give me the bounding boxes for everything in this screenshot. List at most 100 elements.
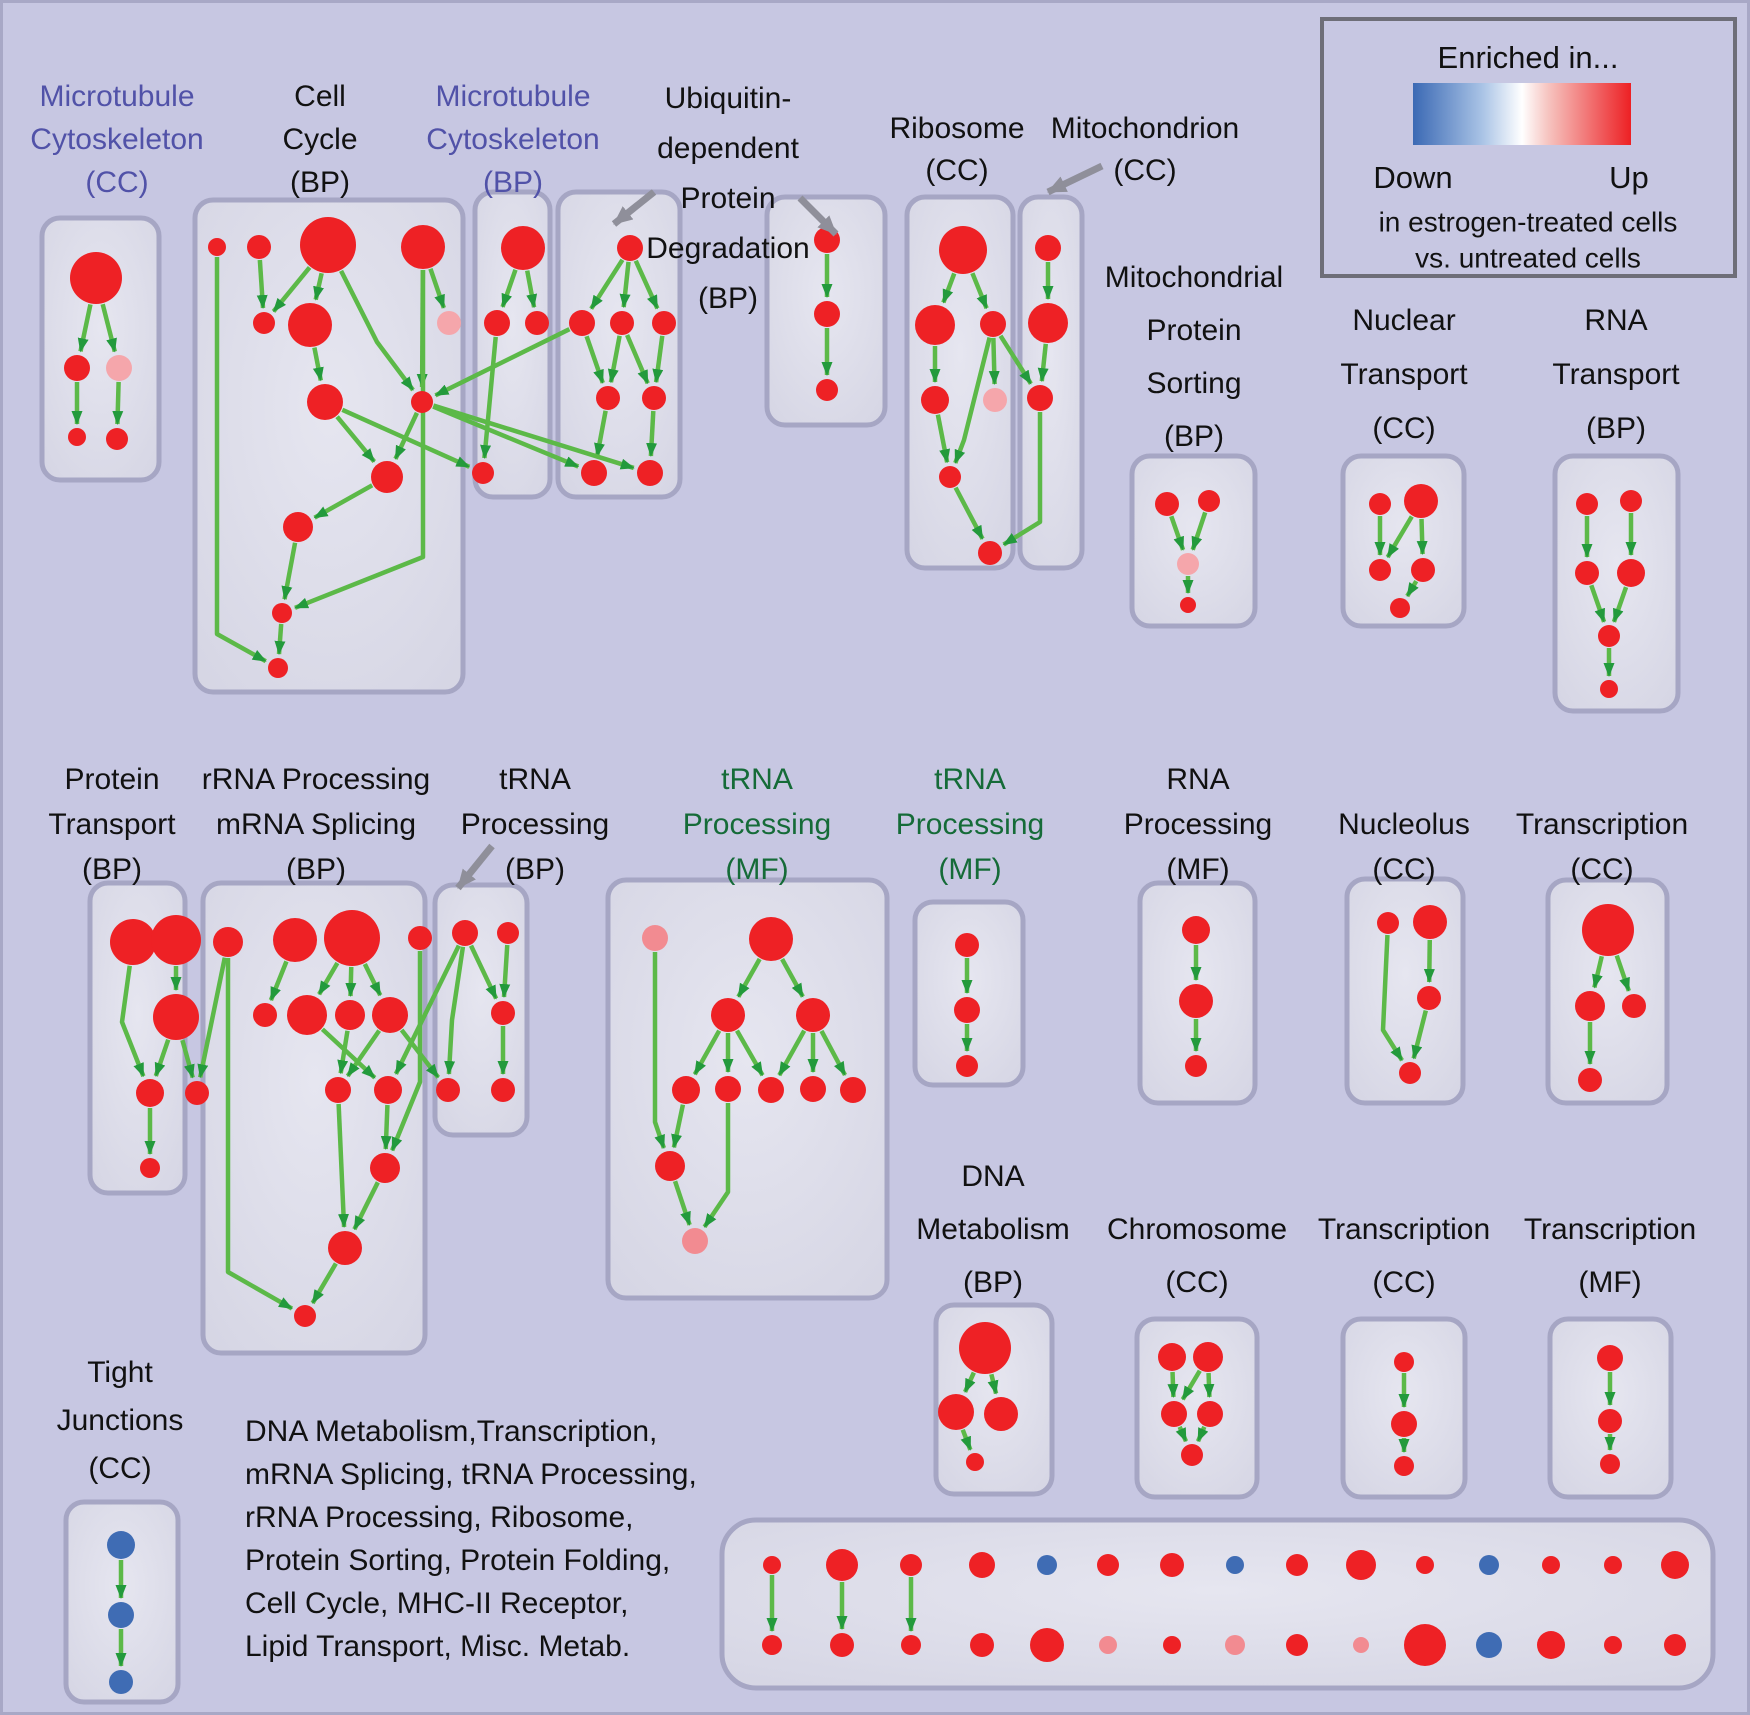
edge bbox=[735, 1029, 765, 1077]
node-nucleolus bbox=[1413, 905, 1447, 939]
node-misc-bottom bbox=[1099, 1636, 1117, 1654]
edge bbox=[335, 415, 376, 464]
node-microtubule-cc bbox=[106, 428, 128, 450]
node-misc-bottom bbox=[1353, 1637, 1369, 1653]
node-rrna bbox=[273, 918, 317, 962]
edge bbox=[1416, 518, 1428, 556]
node-cell-cycle bbox=[253, 312, 275, 334]
layer-text: Microtubule Cytoskeleton (CC) Cell Cycle (BP)… bbox=[30, 17, 1737, 1663]
node-trna-mf-a bbox=[749, 917, 793, 961]
label-cell-cycle: (BP) bbox=[290, 166, 350, 199]
label-nuclear-transport: Nuclear bbox=[1352, 304, 1455, 337]
node-cell-cycle bbox=[288, 303, 332, 347]
edge bbox=[1405, 579, 1419, 598]
edge bbox=[780, 958, 805, 998]
legend-down_label: Down bbox=[1373, 160, 1452, 195]
edge bbox=[180, 1039, 195, 1079]
edge bbox=[313, 272, 324, 301]
node-ubiq-deg-a bbox=[569, 310, 595, 336]
legend-gradient-bar bbox=[1413, 83, 1631, 145]
node-dna-metabolism bbox=[959, 1322, 1011, 1374]
node-mt-bp bbox=[501, 226, 545, 270]
edge bbox=[1203, 1372, 1215, 1399]
node-misc-bottom bbox=[1604, 1636, 1622, 1654]
node-trna-bp bbox=[436, 1078, 460, 1102]
label-pointer-arrow bbox=[1046, 162, 1104, 196]
node-rrna bbox=[325, 1077, 351, 1103]
edge bbox=[1411, 1010, 1428, 1060]
node-mitochondrion bbox=[1027, 385, 1053, 411]
node-trna-mf-a bbox=[840, 1077, 866, 1103]
edge bbox=[646, 410, 658, 458]
label-rna-transport: Transport bbox=[1552, 358, 1680, 391]
node-misc-top bbox=[1037, 1555, 1057, 1575]
node-nuclear-transport bbox=[1411, 558, 1435, 582]
node-misc-bottom bbox=[762, 1635, 782, 1655]
node-chromosome bbox=[1181, 1444, 1203, 1466]
node-misc-top bbox=[1416, 1556, 1434, 1574]
group-box-rna-transport bbox=[1552, 453, 1681, 714]
node-protein-transport bbox=[153, 994, 199, 1040]
node-transcription-cc-bot bbox=[1391, 1411, 1417, 1437]
label-protein-transport: Protein bbox=[64, 763, 159, 796]
node-mitochondrion bbox=[1028, 303, 1068, 343]
label-trna-mf-a: Processing bbox=[683, 808, 831, 841]
node-trna-mf-a bbox=[796, 998, 830, 1032]
edge bbox=[1190, 511, 1208, 551]
node-misc-bottom bbox=[1286, 1634, 1308, 1656]
label-tight-junctions: Junctions bbox=[57, 1404, 184, 1437]
edge bbox=[320, 1027, 377, 1080]
node-transcription-cc-bot bbox=[1394, 1352, 1414, 1372]
node-misc-bottom bbox=[1225, 1635, 1245, 1655]
node-rna-transport bbox=[1620, 490, 1642, 512]
node-trna-bp bbox=[491, 1001, 515, 1025]
edge bbox=[362, 963, 383, 997]
node-ubiq-deg-a bbox=[581, 460, 607, 486]
node-trna-mf-b bbox=[956, 1055, 978, 1077]
node-microtubule-cc bbox=[70, 252, 122, 304]
node-misc-bottom bbox=[1476, 1632, 1502, 1658]
label-microtubule-bp: Microtubule bbox=[435, 80, 590, 113]
edge bbox=[1614, 954, 1631, 992]
node-ubiq-deg-a bbox=[642, 386, 666, 410]
node-transcription-cc-bot bbox=[1394, 1456, 1414, 1476]
node-cell-cycle bbox=[371, 461, 403, 493]
edge bbox=[256, 259, 268, 310]
edge bbox=[702, 1103, 731, 1229]
label-trna-mf-b: Processing bbox=[896, 808, 1044, 841]
node-rrna bbox=[253, 1003, 277, 1027]
label-microtubule-bp: (BP) bbox=[483, 166, 543, 199]
node-rrna bbox=[328, 1231, 362, 1265]
label-trna-mf-b: tRNA bbox=[934, 763, 1006, 796]
edge bbox=[1180, 1369, 1202, 1401]
edge bbox=[499, 944, 511, 999]
node-transcription-cc-mid bbox=[1582, 904, 1634, 956]
node-ubiq-deg-b bbox=[816, 379, 838, 401]
node-tight-junctions bbox=[109, 1670, 133, 1694]
node-misc-top bbox=[1226, 1556, 1244, 1574]
edge bbox=[339, 269, 415, 392]
note-block-line: Cell Cycle, MHC-II Receptor, bbox=[245, 1587, 628, 1620]
label-pointer-arrow bbox=[455, 843, 495, 891]
edge bbox=[633, 259, 660, 310]
label-rna-transport: (BP) bbox=[1586, 412, 1646, 445]
edge bbox=[935, 414, 951, 464]
label-transcription-cc-mid: (CC) bbox=[1570, 853, 1633, 886]
label-transcription-mf: Transcription bbox=[1524, 1213, 1696, 1246]
node-misc-bottom bbox=[1537, 1631, 1565, 1659]
edge bbox=[1423, 939, 1435, 984]
node-trna-mf-b bbox=[954, 997, 980, 1023]
node-trna-mf-a bbox=[758, 1077, 784, 1103]
edge bbox=[312, 347, 324, 382]
edge bbox=[281, 542, 298, 601]
label-nuclear-transport: (CC) bbox=[1372, 412, 1435, 445]
node-mito-sorting bbox=[1180, 597, 1196, 613]
node-chromosome bbox=[1193, 1342, 1223, 1372]
edge bbox=[672, 1180, 692, 1226]
edge bbox=[1589, 584, 1607, 623]
node-misc-top bbox=[1604, 1556, 1622, 1574]
label-mitochondrion: (CC) bbox=[1113, 154, 1176, 187]
node-mito-sorting bbox=[1198, 490, 1220, 512]
edge bbox=[393, 944, 461, 1075]
